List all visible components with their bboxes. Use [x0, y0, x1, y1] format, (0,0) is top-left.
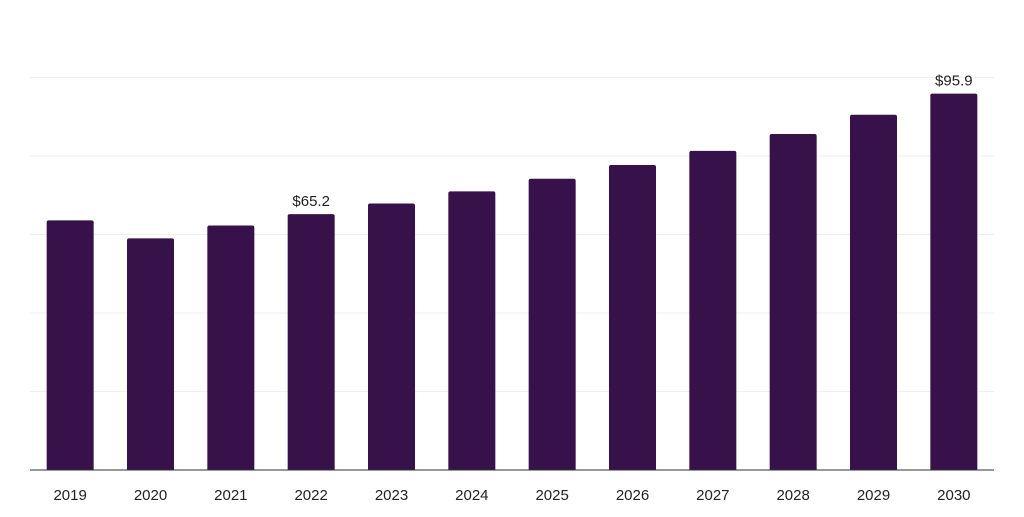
bar-2029[interactable] [850, 114, 897, 470]
x-tick-label-2029: 2029 [857, 487, 890, 504]
x-tick-label-2019: 2019 [53, 487, 86, 504]
data-labels-layer: $65.2 $95.9 [292, 73, 972, 210]
bar-2030[interactable] [930, 93, 978, 470]
x-tick-label-2025: 2025 [535, 487, 568, 504]
x-tick-label-2026: 2026 [616, 487, 649, 504]
data-label-2030: $95.9 [935, 73, 973, 90]
x-tick-label-2024: 2024 [455, 487, 488, 504]
x-tick-label-2020: 2020 [134, 487, 167, 504]
grid-layer [30, 77, 994, 392]
data-label-2022: $65.2 [292, 193, 330, 210]
bar-2019[interactable] [46, 220, 94, 470]
bar-2026[interactable] [609, 165, 656, 470]
bar-2020[interactable] [127, 238, 174, 470]
x-tick-label-2030: 2030 [937, 487, 970, 504]
bar-2022[interactable] [287, 214, 335, 470]
x-tick-label-2028: 2028 [776, 487, 809, 504]
x-tick-label-2022: 2022 [294, 487, 327, 504]
bar-2027[interactable] [689, 150, 737, 470]
bar-2025[interactable] [528, 178, 576, 470]
bar-2028[interactable] [769, 134, 817, 470]
bar-2023[interactable] [368, 203, 415, 470]
x-tick-label-2021: 2021 [214, 487, 247, 504]
bar-2024[interactable] [448, 191, 496, 470]
bars-layer [46, 93, 978, 470]
x-tick-label-2027: 2027 [696, 487, 729, 504]
x-tick-labels: 2019 2020 2021 2022 2023 2024 2025 2026 2027 2028… [53, 487, 970, 504]
bar-2021[interactable] [207, 225, 255, 470]
x-tick-label-2023: 2023 [375, 487, 408, 504]
